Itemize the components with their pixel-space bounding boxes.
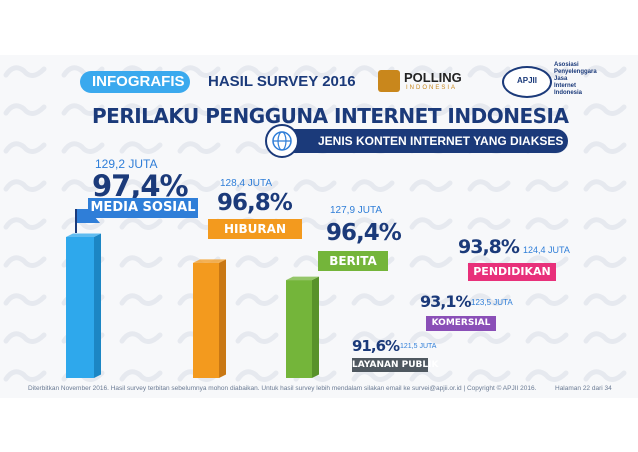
bar-side-hiburan [219,259,226,378]
polling-logo-icon [378,70,400,92]
users-label-layanan-publik: 121,5 JUTA [400,343,437,350]
page-number: Halaman 22 dari 34 [555,385,612,392]
value-label-layanan-publik: 91,6% [352,337,400,355]
bar-top-media-sosial [66,233,101,237]
polling-logo: POLLING INDONESIA [378,70,474,96]
category-label-pendidikan: PENDIDIKAN [468,263,556,281]
apjii-line: Indonesia [554,90,583,96]
category-label-media-sosial: MEDIA SOSIAL [88,198,198,218]
apjii-badge: APJII [502,66,552,98]
category-label-layanan-publik: LAYANAN PUBLIK [352,358,439,372]
page-title: PERILAKU PENGGUNA INTERNET INDONESIA [92,104,569,128]
apjii-name: Asosiasi Penyelenggara Jasa Internet Ind… [554,62,597,97]
users-label-media-sosial: 129,2 JUTA [95,157,158,171]
users-label-komersial: 123,5 JUTA [471,298,513,307]
bar-hiburan [193,262,219,378]
users-label-pendidikan: 124,4 JUTA [523,245,570,255]
value-label-pendidikan: 93,8% [458,236,520,258]
bar-media-sosial [66,237,94,378]
apjii-badge-text: APJII [516,76,537,85]
value-label-media-sosial: 97,4% [92,169,189,203]
category-label-komersial: KOMERSIAL [426,316,496,331]
globe-icon [265,124,299,158]
users-label-berita: 127,9 JUTA [330,205,383,216]
apjii-line: Penyelenggara [554,69,597,75]
survey-label: HASIL SURVEY 2016 [208,73,356,90]
polling-logo-bottom: INDONESIA [406,85,458,91]
bar-berita [286,280,312,378]
bar-side-berita [312,276,319,378]
bar-top-hiburan [193,259,226,263]
category-label-hiburan: HIBURAN [208,219,302,239]
value-label-berita: 96,4% [326,220,402,246]
category-label-berita: BERITA [318,251,388,271]
bar-side-media-sosial [94,233,101,378]
apjii-line: Asosiasi [554,62,579,68]
slide [0,55,638,398]
footer-text: Diterbitkan November 2016. Hasil survey … [28,385,537,392]
infografis-pill [80,71,190,93]
value-label-komersial: 93,1% [420,292,472,311]
subtitle: JENIS KONTEN INTERNET YANG DIAKSES [318,134,564,148]
apjii-line: Internet [554,83,577,89]
apjii-logo: APJII Asosiasi Penyelenggara Jasa Intern… [502,60,612,102]
users-label-hiburan: 128,4 JUTA [220,178,273,189]
value-label-hiburan: 96,8% [217,190,293,216]
subtitle-bar [268,129,568,153]
infografis-label: INFOGRAFIS [92,73,185,90]
apjii-line: Jasa [554,76,568,82]
polling-logo-top: POLLING [404,70,462,85]
bar-top-berita [286,276,319,281]
